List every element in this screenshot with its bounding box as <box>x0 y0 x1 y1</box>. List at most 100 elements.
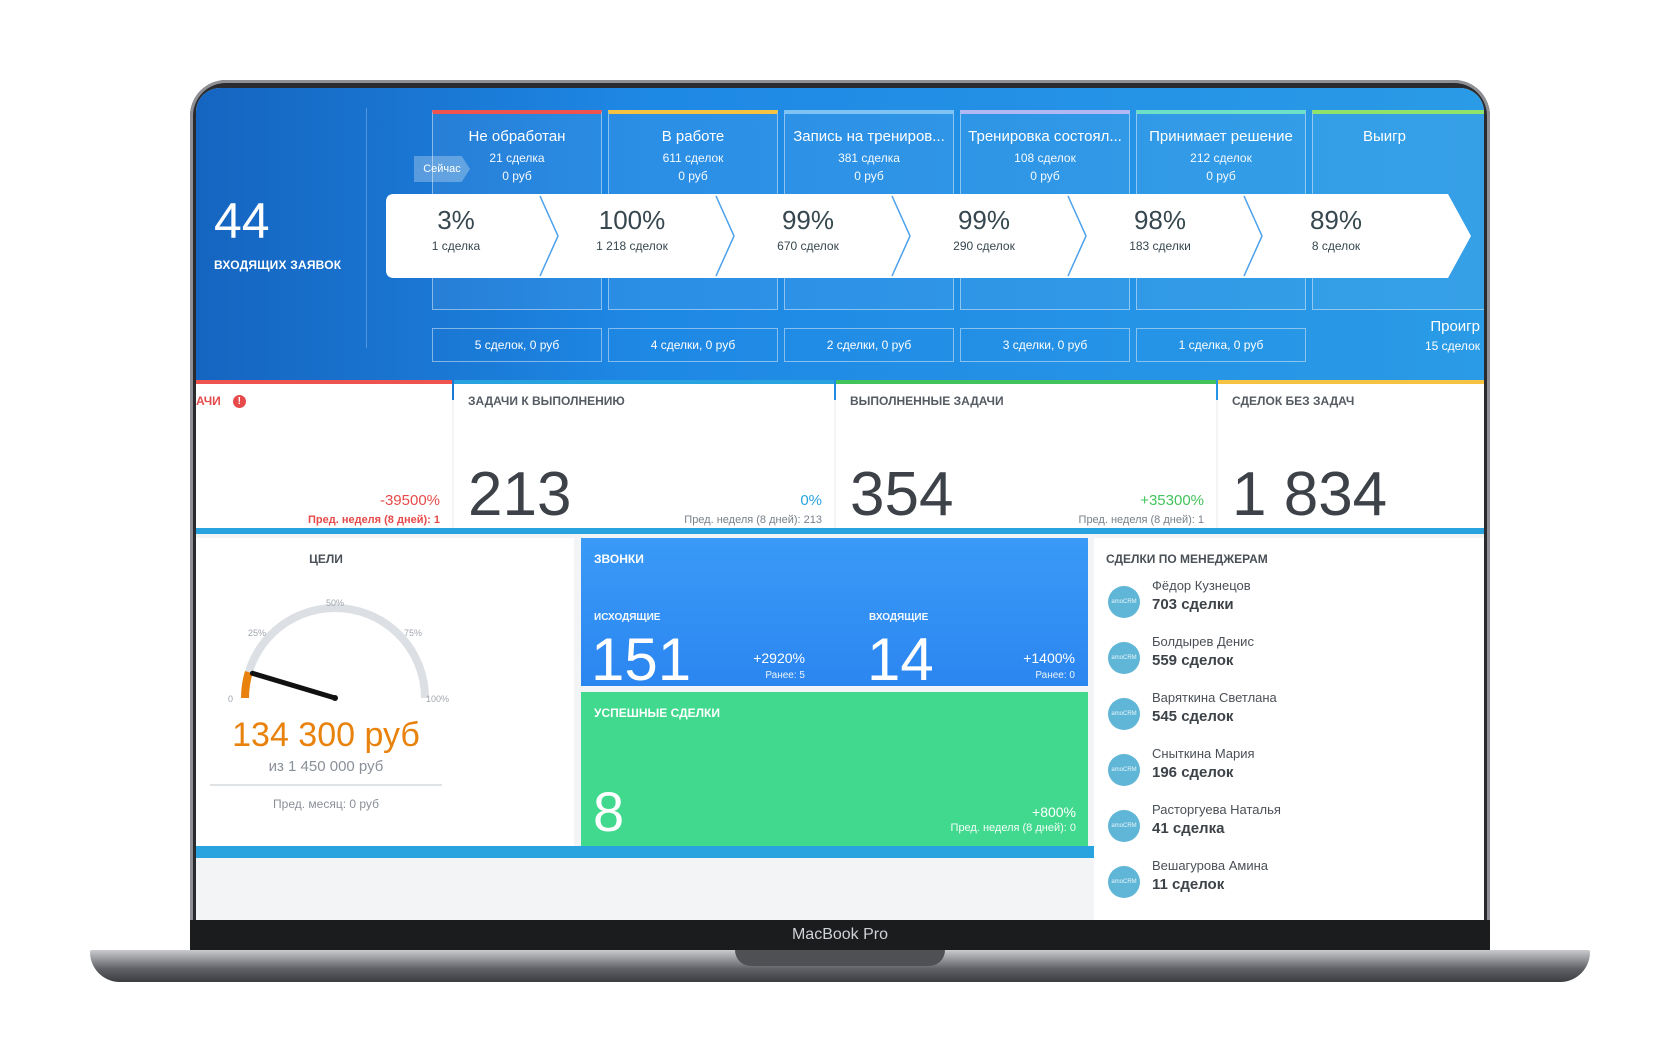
overdue-tasks-card[interactable]: АЧИ! -39500% Пред. неделя (8 дней): 1 <box>196 380 452 530</box>
gauge-needle <box>249 670 338 701</box>
calls-title: ЗВОНКИ <box>594 552 644 566</box>
manager-deals: 559 сделок <box>1152 652 1234 669</box>
success-count: 8 <box>593 780 625 843</box>
outgoing-previous: Ранее: 5 <box>765 670 805 681</box>
todo-tasks-card[interactable]: ЗАДАЧИ К ВЫПОЛНЕНИЮ 213 0% Пред. неделя … <box>454 380 834 530</box>
incoming-requests[interactable]: 44 ВХОДЯЩИХ ЗАЯВОК <box>214 196 341 272</box>
manager-name: Сныткина Мария <box>1152 746 1255 761</box>
previous-period: Пред. неделя (8 дней): 213 <box>684 514 822 526</box>
incoming-count: 44 <box>214 193 270 249</box>
goal-gauge: 0 25% 50% 75% 100% <box>228 598 449 704</box>
stage-footer[interactable]: 1 сделка, 0 руб <box>1136 328 1306 362</box>
previous-period: Пред. неделя (8 дней): 1 <box>307 514 440 526</box>
gauge-tick-label: 0 <box>228 694 233 704</box>
stage-footer[interactable]: 2 сделки, 0 руб <box>784 328 954 362</box>
conversion-step: 100% 1 218 сделок <box>557 206 707 253</box>
conversion-percent: 98% <box>1133 205 1187 235</box>
lost-label: Проигр <box>1430 318 1480 335</box>
manager-item[interactable]: amoCRM Расторгуева Наталья 41 сделка <box>1108 802 1468 852</box>
stage-footer[interactable]: 5 сделок, 0 руб <box>432 328 602 362</box>
stage-deals: 212 сделок <box>1190 151 1252 165</box>
stage-deals: 381 сделка <box>838 151 900 165</box>
deals-by-managers-widget[interactable]: СДЕЛКИ ПО МЕНЕДЖЕРАМ amoCRM Фёдор Кузнец… <box>1094 538 1484 920</box>
stage-deals: 611 сделок <box>662 151 724 165</box>
conversion-step: 99% 290 сделок <box>909 206 1059 253</box>
managers-title: СДЕЛКИ ПО МЕНЕДЖЕРАМ <box>1106 552 1268 566</box>
manager-item[interactable]: amoCRM Фёдор Кузнецов 703 сделки <box>1108 578 1468 628</box>
calls-widget[interactable]: ЗВОНКИ ИСХОДЯЩИЕ 151 +2920% Ранее: 5 ВХО… <box>581 538 1088 690</box>
stage-name: Запись на трениров... <box>793 128 945 145</box>
todo-count: 213 <box>468 460 572 529</box>
tasks-row: АЧИ! -39500% Пред. неделя (8 дней): 1 ЗА… <box>196 380 1484 534</box>
manager-item[interactable]: amoCRM Вешагурова Амина 11 сделок <box>1108 858 1468 908</box>
conversion-percent: 3% <box>437 205 475 235</box>
deals-without-tasks-card[interactable]: СДЕЛОК БЕЗ ЗАДАЧ 1 834 <box>1218 380 1484 530</box>
manager-name: Вешагурова Амина <box>1152 858 1268 873</box>
successful-deals-widget[interactable]: УСПЕШНЫЕ СДЕЛКИ 8 +800% Пред. неделя (8 … <box>581 692 1088 846</box>
goal-previous-month: Пред. месяц: 0 руб <box>273 797 379 811</box>
overdue-title: АЧИ <box>196 394 221 408</box>
card-title: ЗАДАЧИ К ВЫПОЛНЕНИЮ <box>468 394 625 408</box>
sales-funnel: 44 ВХОДЯЩИХ ЗАЯВОК Сейчас Не обработан 2… <box>196 88 1484 400</box>
avatar: amoCRM <box>1108 586 1140 618</box>
goal-target: из 1 450 000 руб <box>268 758 384 775</box>
manager-name: Расторгуева Наталья <box>1152 802 1281 817</box>
device-label: MacBook Pro <box>190 920 1490 950</box>
stage-name: Тренировка состоял... <box>968 128 1122 145</box>
done-tasks-card[interactable]: ВЫПОЛНЕННЫЕ ЗАДАЧИ 354 +35300% Пред. нед… <box>836 380 1216 530</box>
avatar: amoCRM <box>1108 754 1140 786</box>
avatar: amoCRM <box>1108 698 1140 730</box>
tasks-row-underline <box>196 528 1484 534</box>
lost-deals[interactable]: Проигр 15 сделок <box>1425 318 1480 353</box>
stage-name: Принимает решение <box>1149 128 1293 145</box>
success-change: +800% <box>1032 804 1076 820</box>
stage-deals: 21 сделка <box>489 151 545 165</box>
manager-deals: 196 сделок <box>1152 764 1234 781</box>
conversion-step: 99% 670 сделок <box>733 206 883 253</box>
incoming-calls-previous: Ранее: 0 <box>1035 670 1075 681</box>
success-previous: Пред. неделя (8 дней): 0 <box>950 822 1076 834</box>
outgoing-change: +2920% <box>753 650 805 666</box>
conversion-percent: 89% <box>1309 205 1363 235</box>
gauge-hub <box>332 695 338 701</box>
previous-period: Пред. неделя (8 дней): 1 <box>1078 514 1204 526</box>
conversion-count: 670 сделок <box>777 238 839 253</box>
goals-title: ЦЕЛИ <box>309 552 343 566</box>
manager-deals: 41 сделка <box>1152 820 1225 837</box>
goals-widget[interactable]: ЦЕЛИ 0 25% 50% 75% 100% 134 300 руб из 1… <box>196 538 574 846</box>
manager-item[interactable]: amoCRM Варяткина Светлана 545 сделок <box>1108 690 1468 740</box>
manager-item[interactable]: amoCRM Болдырев Денис 559 сделок <box>1108 634 1468 684</box>
gauge-tick-label: 25% <box>248 628 266 638</box>
manager-name: Болдырев Денис <box>1152 634 1254 649</box>
card-title: АЧИ! <box>196 394 246 409</box>
outgoing-count: 151 <box>591 626 692 693</box>
manager-item[interactable]: amoCRM Сныткина Мария 196 сделок <box>1108 746 1468 796</box>
gauge-tick-label: 75% <box>404 628 422 638</box>
conversion-percent: 99% <box>781 205 835 235</box>
incoming-calls-count: 14 <box>867 626 934 693</box>
dashboard-screen: 44 ВХОДЯЩИХ ЗАЯВОК Сейчас Не обработан 2… <box>196 88 1484 920</box>
conversion-percent: 99% <box>957 205 1011 235</box>
stage-name: В работе <box>661 128 725 145</box>
conversion-count: 290 сделок <box>953 238 1015 253</box>
alert-icon: ! <box>232 395 246 409</box>
stage-footer[interactable]: 3 сделки, 0 руб <box>960 328 1130 362</box>
goal-current-value: 134 300 руб <box>232 716 420 754</box>
lost-count: 15 сделок <box>1424 339 1480 353</box>
funnel-arrow-band <box>386 194 1471 278</box>
no-tasks-count: 1 834 <box>1232 460 1388 529</box>
avatar: amoCRM <box>1108 866 1140 898</box>
conversion-step: 89% 8 сделок <box>1261 206 1411 253</box>
done-count: 354 <box>850 460 954 529</box>
conversion-count: 1 сделка <box>431 238 481 253</box>
avatar: amoCRM <box>1108 810 1140 842</box>
stage-sum: 0 руб <box>678 169 708 183</box>
funnel-divider <box>366 108 367 348</box>
stage-name: Не обработан <box>468 128 566 145</box>
stage-footer[interactable]: 4 сделки, 0 руб <box>608 328 778 362</box>
stage-deals: 108 сделок <box>1014 151 1076 165</box>
change-value: -39500% <box>379 492 440 509</box>
stage-sum: 0 руб <box>502 169 532 183</box>
conversion-count: 183 сделки <box>1129 238 1191 253</box>
stage-name: Выигр <box>1363 128 1406 145</box>
